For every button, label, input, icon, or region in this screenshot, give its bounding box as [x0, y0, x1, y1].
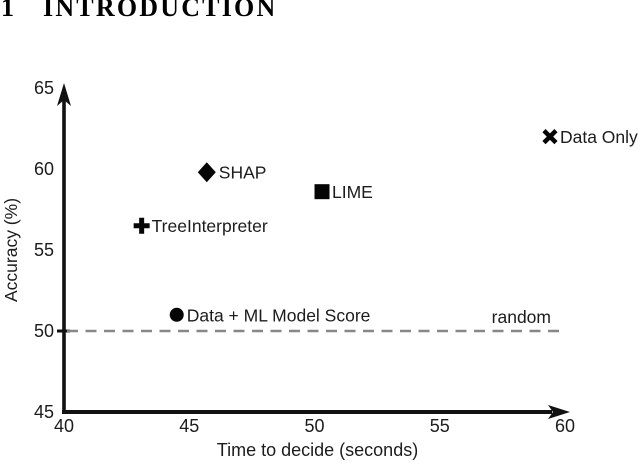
section-title: INTRODUCTION [43, 0, 278, 22]
x-tick-label-50: 50 [304, 416, 324, 436]
y-tick-label-65: 65 [34, 78, 54, 98]
square-icon [314, 184, 330, 200]
point-label-data-ml-model-score: Data + ML Model Score [187, 305, 371, 325]
y-axis-title: Accuracy (%) [1, 198, 21, 302]
y-tick-label-45: 45 [34, 402, 54, 422]
data-point-data-ml-model-score: Data + ML Model Score [169, 305, 371, 325]
x-tick-label-60: 60 [555, 416, 575, 436]
y-tick-label-55: 55 [34, 240, 54, 260]
point-label-treeinterpreter: TreeInterpreter [152, 216, 268, 236]
data-point-lime: LIME [314, 182, 373, 202]
plus-icon [133, 217, 150, 234]
section-number: 1 [1, 0, 14, 22]
x-axis-arrowhead [548, 405, 570, 419]
circle-icon [169, 307, 184, 322]
point-label-shap: SHAP [219, 163, 267, 183]
point-label-data-only: Data Only [560, 127, 638, 147]
data-point-data-only: Data Only [542, 127, 638, 147]
y-tick-label-50: 50 [34, 321, 54, 341]
data-point-shap: SHAP [197, 162, 267, 183]
x-tick-label-55: 55 [430, 416, 450, 436]
section-heading: 1 INTRODUCTION [1, 0, 277, 21]
point-label-lime: LIME [332, 182, 373, 202]
x-tick-label-40: 40 [54, 416, 74, 436]
x-icon [542, 129, 558, 145]
x-axis-title: Time to decide (seconds) [217, 440, 418, 460]
y-tick-label-60: 60 [34, 159, 54, 179]
x-tick-label-45: 45 [179, 416, 199, 436]
random-label: random [492, 307, 551, 327]
y-axis-arrowhead [57, 83, 71, 106]
data-point-treeinterpreter: TreeInterpreter [133, 216, 268, 236]
diamond-icon [197, 162, 216, 183]
